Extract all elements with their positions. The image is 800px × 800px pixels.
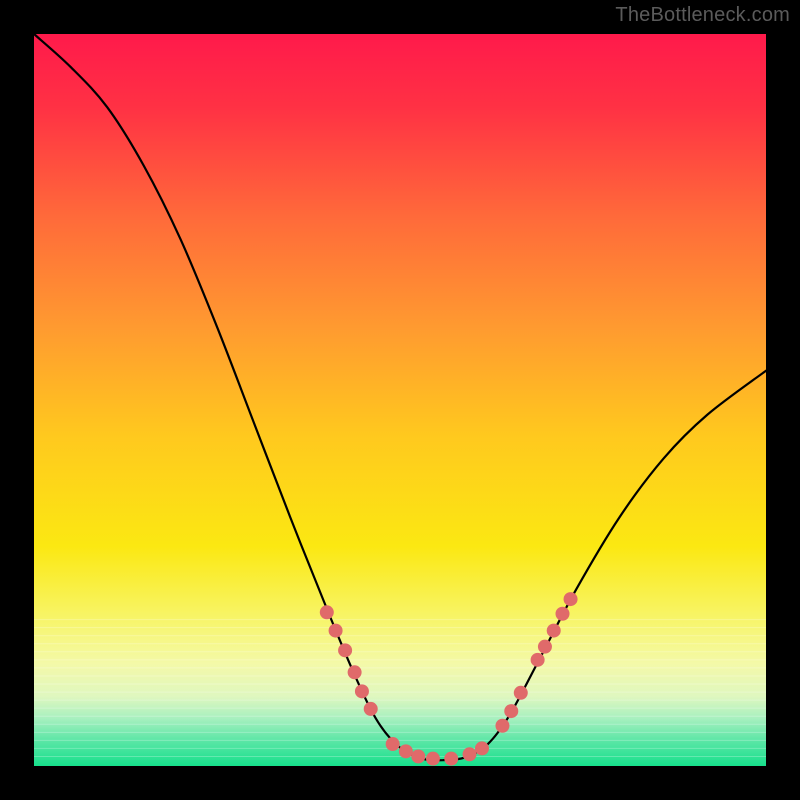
curve-marker [463, 747, 477, 761]
curve-marker [399, 744, 413, 758]
curve-marker [475, 741, 489, 755]
curve-marker [320, 605, 334, 619]
bottleneck-curve-chart [0, 0, 800, 800]
watermark-text: TheBottleneck.com [615, 4, 790, 27]
curve-marker [355, 684, 369, 698]
curve-marker [556, 607, 570, 621]
curve-marker [495, 719, 509, 733]
curve-marker [348, 665, 362, 679]
curve-marker [338, 643, 352, 657]
curve-marker [564, 592, 578, 606]
chart-frame: TheBottleneck.com [0, 0, 800, 800]
curve-marker [531, 653, 545, 667]
curve-marker [444, 752, 458, 766]
curve-marker [329, 624, 343, 638]
curve-marker [411, 749, 425, 763]
curve-marker [538, 640, 552, 654]
curve-marker [514, 686, 528, 700]
plot-background [34, 34, 766, 766]
curve-marker [504, 704, 518, 718]
curve-marker [547, 624, 561, 638]
curve-marker [364, 702, 378, 716]
curve-marker [426, 752, 440, 766]
curve-marker [386, 737, 400, 751]
